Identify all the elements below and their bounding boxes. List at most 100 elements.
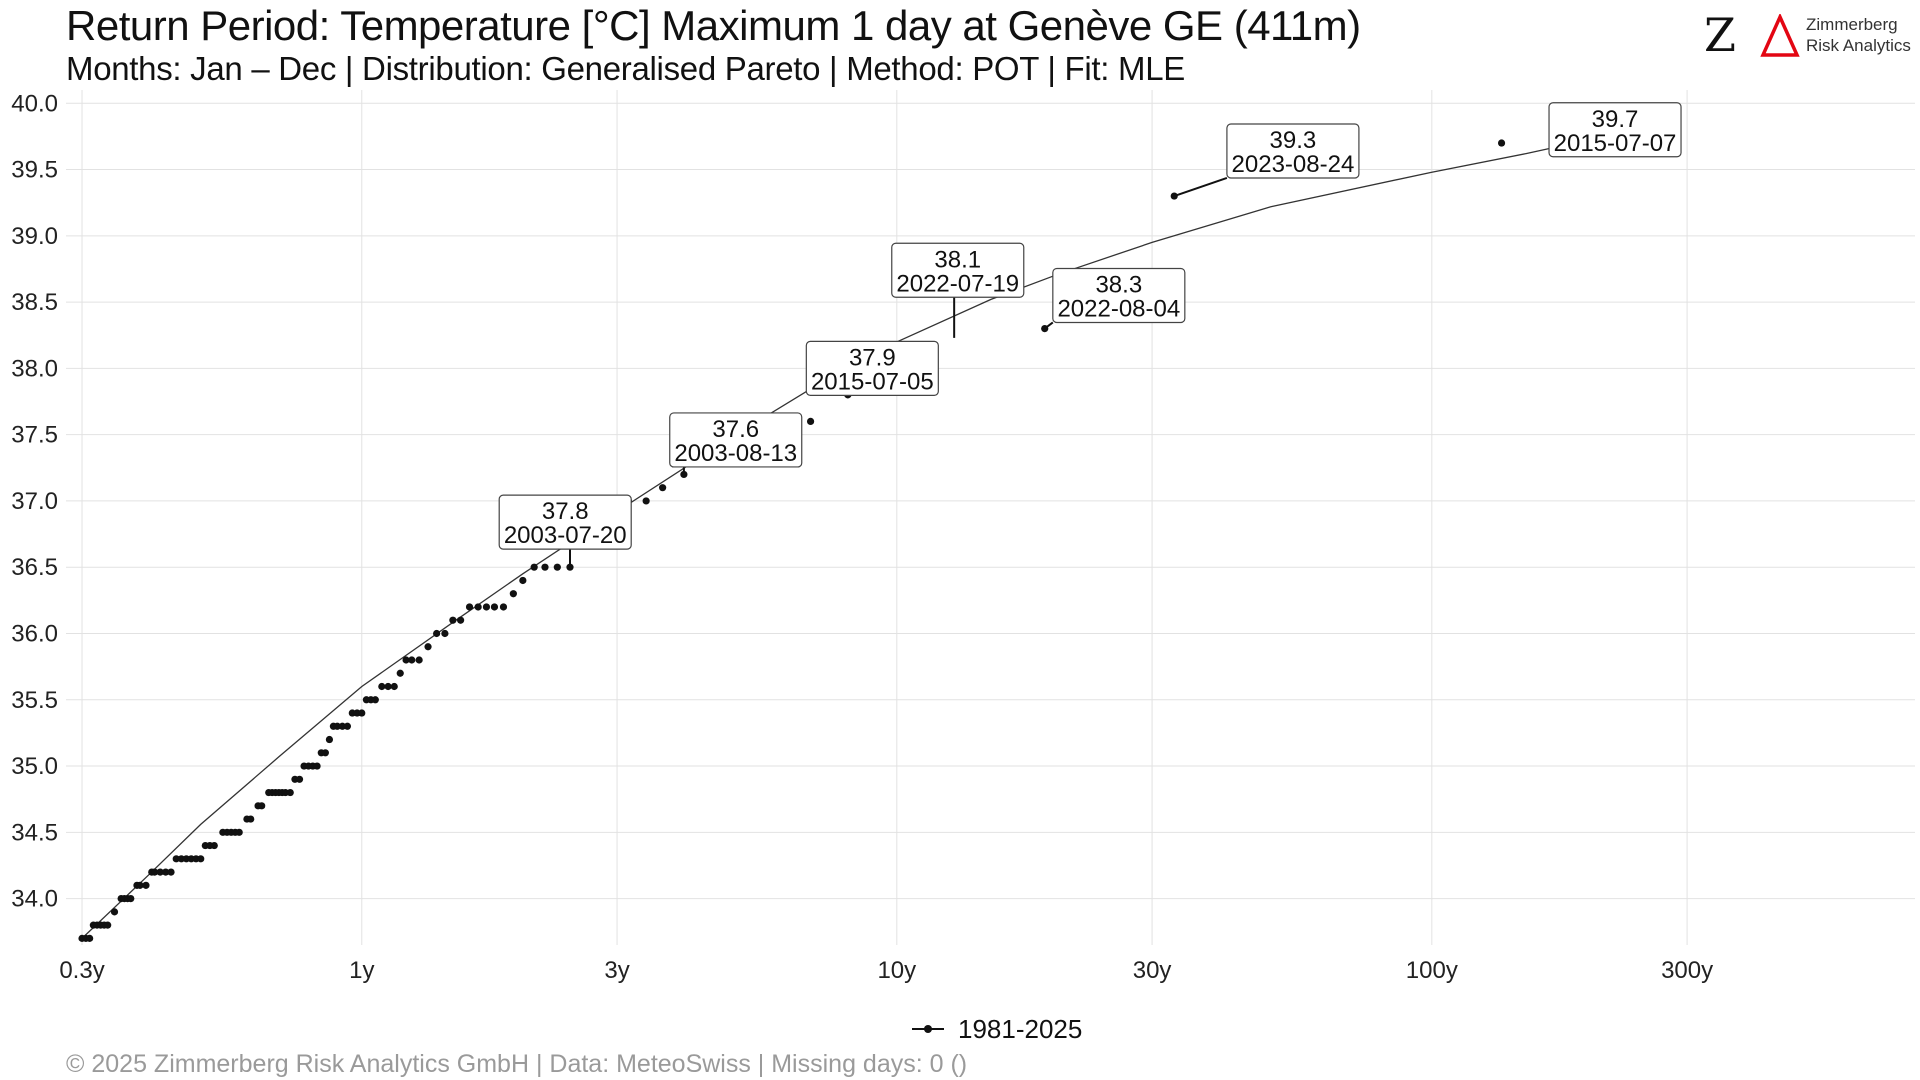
data-point: [258, 802, 266, 810]
annotation-value: 39.3: [1270, 127, 1317, 154]
y-tick-label: 38.5: [11, 289, 58, 316]
data-point: [642, 497, 650, 505]
data-points: [78, 139, 1506, 942]
company-logo: Z Zimmerberg Risk Analytics: [1704, 8, 1914, 64]
y-tick-label: 39.0: [11, 223, 58, 250]
x-tick-label: 3y: [604, 957, 629, 984]
data-point: [177, 855, 185, 863]
annotation-date: 2003-07-20: [504, 522, 627, 549]
legend-label: 1981-2025: [958, 1013, 1083, 1044]
data-point: [456, 616, 465, 624]
data-point: [553, 563, 561, 571]
data-point: [338, 722, 347, 730]
annotation-date: 2023-08-24: [1232, 151, 1355, 178]
logo-delta-icon: [1760, 14, 1800, 57]
data-point: [1497, 139, 1506, 147]
y-tick-label: 38.0: [11, 355, 58, 382]
x-tick-label: 1y: [349, 957, 374, 984]
y-tick-label: 34.5: [11, 819, 58, 846]
data-point: [402, 656, 410, 664]
data-point: [1041, 325, 1049, 333]
annotation-box: [1226, 123, 1360, 179]
data-point: [806, 417, 815, 425]
data-point: [415, 656, 423, 664]
annotation-value: 38.1: [934, 246, 981, 273]
data-point: [295, 775, 304, 783]
data-point: [333, 722, 341, 730]
y-tick-label: 39.5: [11, 157, 58, 184]
annotation-value: 37.8: [542, 498, 589, 525]
data-point: [499, 603, 508, 611]
data-point: [172, 855, 180, 863]
y-tick-label: 37.0: [11, 488, 58, 515]
annotation-date: 2015-07-05: [811, 368, 934, 395]
data-point: [408, 656, 416, 664]
y-axis: 34.0 34.5 35.0 35.5 36.0 36.5 37.0 37.5 38.0 38.5…: [11, 90, 58, 912]
annotation-box: [1548, 102, 1682, 158]
data-point: [136, 881, 144, 889]
data-point: [343, 722, 352, 730]
data-point: [396, 669, 404, 677]
x-tick-label: 10y: [877, 957, 916, 984]
data-point: [490, 603, 499, 611]
data-point: [110, 908, 119, 916]
data-point: [142, 881, 150, 889]
chart-subtitle: Months: Jan – Dec | Distribution: Genera…: [66, 50, 1185, 87]
x-tick-label: 300y: [1661, 957, 1713, 984]
data-point: [449, 616, 457, 624]
logo-line1: Zimmerberg: [1806, 15, 1898, 34]
data-point: [325, 735, 334, 744]
data-point: [390, 682, 398, 691]
y-tick-label: 40.0: [11, 90, 58, 117]
x-tick-label: 100y: [1406, 957, 1458, 984]
y-tick-label: 35.5: [11, 687, 58, 714]
data-point: [482, 603, 491, 611]
annotations: 37.82003-07-2037.62003-08-1337.92015-07-…: [498, 102, 1682, 550]
annotation-date: 2003-08-13: [674, 440, 797, 467]
data-point: [167, 868, 175, 876]
data-point: [465, 603, 474, 611]
y-tick-label: 35.0: [11, 753, 58, 780]
logo-text: Zimmerberg Risk Analytics: [1806, 14, 1911, 56]
data-point: [235, 828, 243, 836]
y-tick-label: 37.5: [11, 422, 58, 449]
data-point: [1170, 192, 1178, 200]
annotation-date: 2015-07-07: [1554, 130, 1677, 157]
x-tick-label: 0.3y: [59, 957, 104, 984]
data-point: [127, 895, 135, 903]
data-point: [541, 563, 549, 571]
logo-line2: Risk Analytics: [1806, 36, 1911, 55]
annotation-box: [498, 494, 632, 550]
annotation-value: 38.3: [1095, 271, 1142, 298]
grid: [66, 90, 1915, 945]
chart-title: Return Period: Temperature [°C] Maximum …: [66, 2, 1361, 49]
annotation-date: 2022-08-04: [1057, 295, 1180, 322]
data-point: [659, 484, 667, 492]
fit-curve-line: [81, 121, 1680, 939]
annotation-leaders: [568, 177, 1228, 568]
data-point: [474, 603, 482, 611]
data-point: [286, 788, 294, 797]
data-point: [313, 762, 321, 770]
annotation-box: [1052, 267, 1186, 324]
data-point: [384, 682, 392, 691]
data-point: [433, 629, 441, 638]
annotation-box: [805, 340, 939, 396]
annotation-leader: [1173, 177, 1228, 197]
y-tick-label: 34.0: [11, 886, 58, 913]
logo-mark: Z: [1704, 8, 1736, 62]
data-point: [162, 868, 170, 876]
data-point: [197, 855, 205, 863]
data-point: [441, 629, 449, 638]
data-point: [86, 934, 94, 942]
y-tick-label: 36.0: [11, 620, 58, 647]
annotation-value: 37.9: [849, 344, 896, 371]
data-point: [156, 868, 164, 876]
data-point: [519, 576, 527, 585]
data-point: [680, 470, 688, 479]
